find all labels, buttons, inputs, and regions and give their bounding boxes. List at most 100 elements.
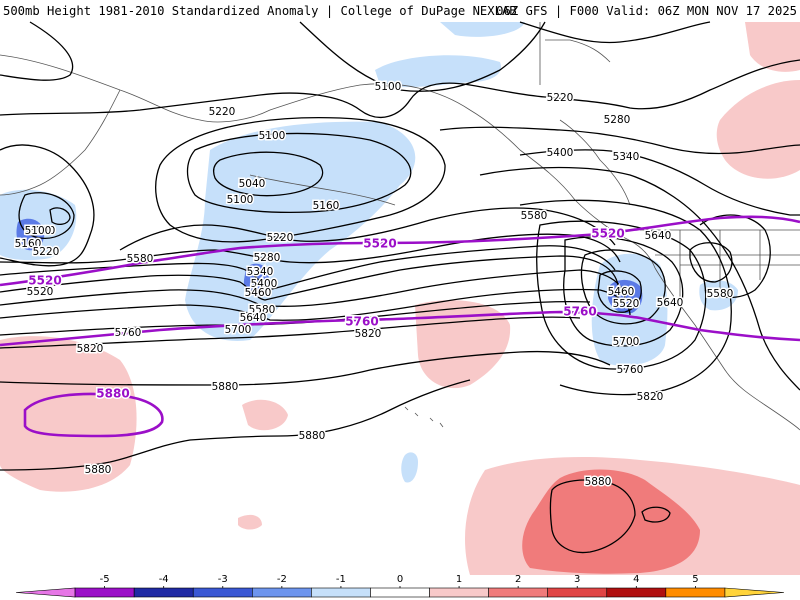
colorbar-segment bbox=[724, 587, 785, 598]
anom-neg-area bbox=[375, 55, 501, 88]
anom-neg-area bbox=[401, 452, 418, 483]
contour-label: 5220 bbox=[547, 92, 574, 104]
contour-line bbox=[119, 207, 616, 251]
contour-label: 5760 bbox=[617, 364, 644, 376]
contour-label: 5460 bbox=[608, 286, 635, 298]
contour-label: 5220 bbox=[267, 232, 294, 244]
contour-label: 5280 bbox=[254, 252, 281, 264]
contour-label: 5880 bbox=[585, 476, 612, 488]
contour-line bbox=[0, 288, 631, 321]
contour-label: 5400 bbox=[547, 147, 574, 159]
contour-label: 5400 bbox=[251, 278, 278, 290]
purple-5520-contour bbox=[0, 215, 800, 287]
island bbox=[404, 406, 444, 428]
anom-neg-area bbox=[440, 22, 525, 37]
contour-label: 5640 bbox=[657, 297, 684, 309]
contour-line bbox=[699, 214, 771, 299]
contour-line bbox=[563, 236, 684, 347]
contour-line bbox=[155, 116, 446, 243]
anom-pos-area bbox=[415, 300, 511, 389]
contour-line bbox=[0, 233, 621, 264]
contour-line bbox=[580, 249, 666, 325]
colorbar-tick-label: -3 bbox=[218, 574, 228, 585]
contour-label: 5160 bbox=[313, 200, 340, 212]
contour-line bbox=[439, 126, 800, 155]
contour-line bbox=[0, 245, 616, 291]
contour-line bbox=[0, 144, 95, 267]
coastline bbox=[559, 119, 631, 206]
colorbar-segment bbox=[547, 587, 608, 598]
highlight-contours bbox=[0, 215, 800, 438]
colorbar-segment bbox=[311, 587, 371, 598]
contour-label: 5460 bbox=[245, 287, 272, 299]
highlight-contour-label: 5760 bbox=[345, 315, 378, 329]
colorbar-segment bbox=[488, 587, 548, 598]
contour-label: 5580 bbox=[707, 288, 734, 300]
contour-line bbox=[0, 269, 626, 307]
contour-line bbox=[549, 479, 636, 554]
contour-line bbox=[0, 59, 800, 119]
anom-neg-area bbox=[699, 280, 738, 311]
coastline bbox=[249, 174, 396, 206]
contour-line bbox=[0, 316, 581, 349]
coastline bbox=[539, 22, 611, 85]
colorbar-segment bbox=[665, 587, 726, 598]
contour-label: 5100 bbox=[259, 130, 286, 142]
contour-label: 5880 bbox=[85, 464, 112, 476]
colorbar-segment bbox=[74, 587, 135, 598]
contour-line bbox=[689, 242, 733, 283]
map-title: 500mb Height 1981-2010 Standardized Anom… bbox=[3, 4, 517, 18]
anomaly-colorbar: -5 -4 -3 -2 -1 0 1 2 3 4 5 bbox=[15, 574, 785, 598]
purple-5760-contour bbox=[0, 310, 800, 347]
contour-label: 5100 bbox=[375, 81, 402, 93]
contour-line bbox=[0, 350, 611, 386]
contour-label: 5160 bbox=[15, 238, 42, 250]
contour-label: 5700 bbox=[225, 324, 252, 336]
contour-line bbox=[18, 192, 75, 239]
contour-line bbox=[213, 151, 324, 197]
contour-label: 5100 bbox=[227, 194, 254, 206]
contour-label: 5820 bbox=[355, 328, 382, 340]
highlight-contour-label: 5520 bbox=[591, 227, 624, 241]
contour-label: 5220 bbox=[209, 106, 236, 118]
contour-line bbox=[479, 166, 800, 391]
colorbar-tick-label: 2 bbox=[515, 574, 521, 585]
height-contours bbox=[0, 21, 800, 554]
contour-label: 5280 bbox=[604, 114, 631, 126]
contour-label: 5820 bbox=[77, 343, 104, 355]
colorbar-tick-label: 5 bbox=[692, 574, 698, 585]
contour-line bbox=[536, 220, 707, 370]
contour-label: 5340 bbox=[613, 151, 640, 163]
colorbar-segment bbox=[252, 587, 312, 598]
positive-anomaly-shading bbox=[0, 22, 800, 575]
colorbar-tick-label: 1 bbox=[456, 574, 462, 585]
model-run-info: 06Z GFS | F000 Valid: 06Z MON NOV 17 202… bbox=[496, 4, 797, 18]
contour-line bbox=[519, 199, 732, 396]
contour-label: 5220 bbox=[33, 246, 60, 258]
contour-label: 5700 bbox=[613, 336, 640, 348]
contour-label: 5580 bbox=[249, 304, 276, 316]
contour-label: 5760 bbox=[115, 327, 142, 339]
anom-pos-area bbox=[745, 22, 800, 72]
coastline bbox=[654, 267, 800, 431]
anom-pos-area bbox=[238, 514, 262, 530]
colorbar-tick-label: 4 bbox=[633, 574, 639, 585]
contour-label: 5520 bbox=[27, 286, 54, 298]
colorbar-segment bbox=[15, 587, 76, 598]
contour-line bbox=[0, 21, 74, 81]
contour-line bbox=[0, 255, 619, 301]
purple-5880-contour bbox=[23, 392, 164, 438]
colorbar-tick-label: -2 bbox=[277, 574, 287, 585]
contour-line bbox=[186, 132, 412, 213]
contour-label: 5880 bbox=[212, 381, 239, 393]
contour-label: 5520 bbox=[613, 298, 640, 310]
colorbar-segment bbox=[370, 587, 430, 598]
contour-line bbox=[519, 21, 711, 44]
highlight-contour-label: 5880 bbox=[96, 387, 129, 401]
colorbar-tick-label: -1 bbox=[336, 574, 346, 585]
colorbar-tick-label: -4 bbox=[159, 574, 169, 585]
coastline bbox=[0, 89, 121, 196]
